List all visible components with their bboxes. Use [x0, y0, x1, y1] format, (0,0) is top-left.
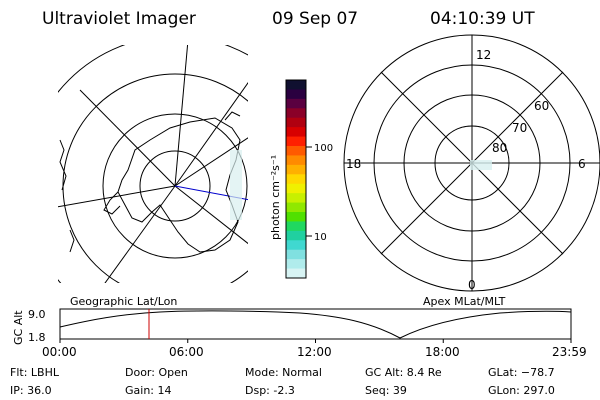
xtick-0600: 06:00	[169, 345, 204, 359]
mlat-label-80: 80	[492, 141, 507, 155]
colorbar-band	[286, 193, 306, 204]
plot-xticks	[59, 339, 572, 343]
colorbar-band	[286, 127, 306, 138]
time: 04:10:39 UT	[430, 9, 535, 29]
status-glon: GLon: 297.0	[488, 384, 555, 397]
colorbar-band	[286, 212, 306, 222]
xtick-1800: 18:00	[425, 345, 460, 359]
plot-ylabel: GC Alt	[12, 310, 25, 345]
colorbar-band	[286, 183, 306, 194]
oval-emission	[470, 160, 492, 170]
emission-patch	[230, 150, 242, 220]
status-mode: Mode: Normal	[245, 366, 322, 379]
coastline	[117, 117, 241, 253]
status-door: Door: Open	[125, 366, 188, 379]
geographic-map	[58, 45, 248, 283]
colorbar-band	[286, 240, 306, 251]
colorbar-band	[286, 174, 306, 185]
xtick-1200: 12:00	[297, 345, 332, 359]
plot-ytick-top: 9.0	[28, 308, 46, 321]
colorbar-band	[286, 164, 306, 175]
xtick-0000: 00:00	[42, 345, 77, 359]
mlt-label-0: 0	[468, 278, 476, 292]
colorbar-band	[286, 89, 306, 100]
mlt-label-6: 6	[578, 157, 586, 171]
colorbar	[286, 80, 306, 279]
colorbar-band	[286, 221, 306, 232]
colorbar-band	[286, 117, 306, 128]
status-glat: GLat: −78.7	[488, 366, 555, 379]
colorbar-band	[286, 155, 306, 166]
colorbar-band	[286, 268, 306, 279]
colorbar-band	[286, 249, 306, 260]
xtick-2359: 23:59	[552, 345, 587, 359]
status-ip: IP: 36.0	[10, 384, 52, 397]
mlat-label-60: 60	[534, 99, 549, 113]
status-seq: Seq: 39	[365, 384, 407, 397]
mlt-label-18: 18	[346, 157, 361, 171]
colorbar-band	[286, 202, 306, 213]
colorbar-band	[286, 80, 306, 90]
colorbar-band	[286, 98, 306, 109]
colorbar-band	[286, 108, 306, 119]
colorbar-tick-100: 100	[314, 143, 333, 154]
colorbar-band	[286, 259, 306, 270]
mlat-label-70: 70	[512, 121, 527, 135]
title: Ultraviolet Imager	[42, 9, 196, 29]
altitude-curve	[59, 310, 572, 339]
mlt-label-12: 12	[476, 48, 491, 62]
status-flt: Flt: LBHL	[10, 366, 60, 379]
colorbar-tick-10: 10	[314, 232, 327, 243]
status-gain: Gain: 14	[125, 384, 172, 397]
plot-left-title: Geographic Lat/Lon	[70, 295, 177, 308]
colorbar-frame	[285, 79, 307, 279]
status-gc-alt: GC Alt: 8.4 Re	[365, 366, 442, 379]
date: 09 Sep 07	[272, 9, 358, 29]
colorbar-band	[286, 136, 306, 147]
colorbar-unit-label: photon cm⁻²s⁻¹	[269, 155, 282, 240]
colorbar-band	[286, 230, 306, 241]
plot-right-title: Apex MLat/MLT	[423, 295, 506, 308]
plot-ytick-bottom: 1.8	[28, 331, 46, 344]
colorbar-band	[286, 146, 306, 156]
status-dsp: Dsp: -2.3	[245, 384, 295, 397]
